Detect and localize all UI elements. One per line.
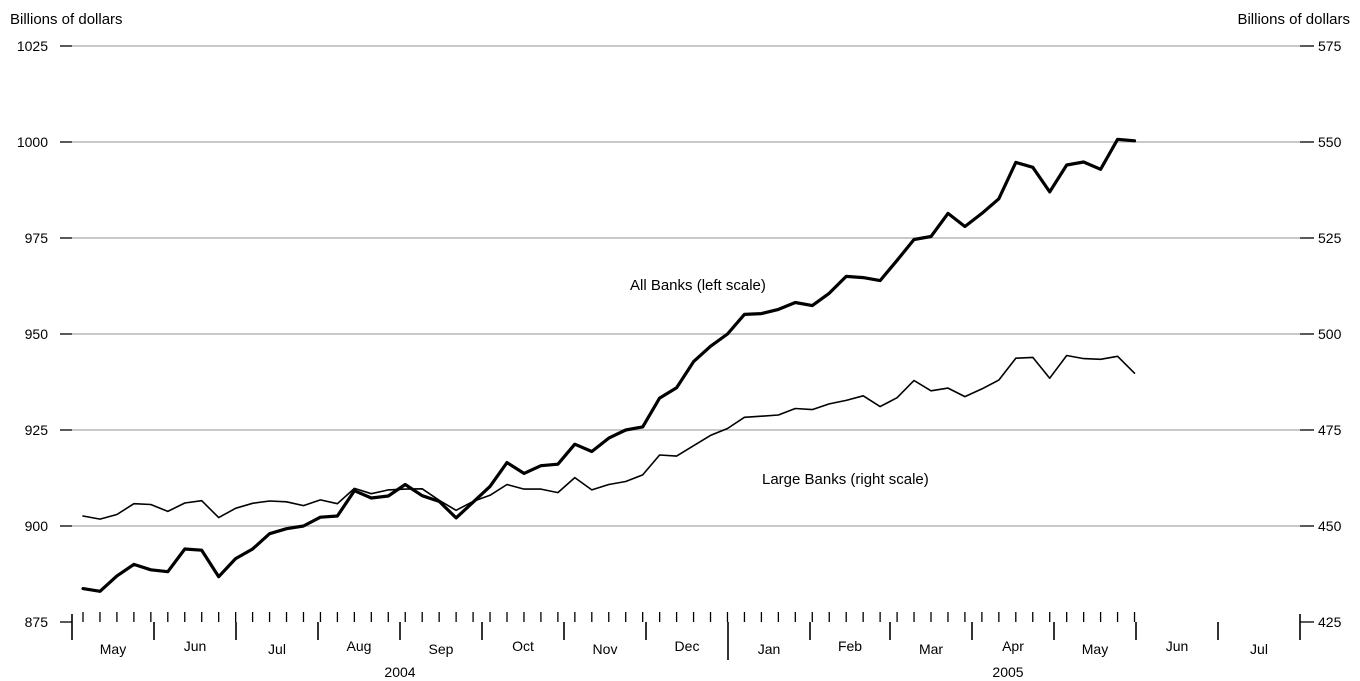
right-tick-label: 550 xyxy=(1318,134,1342,150)
right-tick-label: 525 xyxy=(1318,230,1342,246)
left-tick-label: 875 xyxy=(25,614,49,630)
series-group xyxy=(81,137,1137,593)
year-label: 2004 xyxy=(384,664,415,680)
month-label: Jun xyxy=(1166,638,1189,654)
right-tick-label: 450 xyxy=(1318,518,1342,534)
right-tick-label: 425 xyxy=(1318,614,1342,630)
gridlines xyxy=(72,45,1300,527)
series-label-all-banks: All Banks (left scale) xyxy=(630,277,766,294)
year-label: 2005 xyxy=(992,664,1023,680)
left-tick-label: 1025 xyxy=(17,38,48,54)
right-axis-label: Billions of dollars xyxy=(1237,11,1350,28)
left-axis-label: Billions of dollars xyxy=(10,11,123,28)
month-label: Sep xyxy=(429,641,454,657)
month-label: Jul xyxy=(1250,641,1268,657)
month-label: May xyxy=(100,641,126,657)
month-label: Dec xyxy=(675,638,700,654)
right-tick-label: 575 xyxy=(1318,38,1342,54)
month-label: Jun xyxy=(184,638,207,654)
month-label: Jul xyxy=(268,641,286,657)
month-label: Oct xyxy=(512,638,534,654)
series-line-large-banks xyxy=(82,354,1136,520)
month-label: May xyxy=(1082,641,1108,657)
series-label-large-banks: Large Banks (right scale) xyxy=(762,471,929,488)
left-tick-label: 900 xyxy=(25,518,49,534)
right-tick-label: 500 xyxy=(1318,326,1342,342)
left-tick-label: 975 xyxy=(25,230,49,246)
left-axis: 875 900 925 950 975 1000 1025 xyxy=(17,38,72,630)
x-axis: May Jun Jul Aug Sep Oct Nov Dec Jan Feb Mar Apr May J… xyxy=(71,612,1301,680)
month-label: Nov xyxy=(593,641,618,657)
month-label: Jan xyxy=(758,641,781,657)
left-tick-label: 925 xyxy=(25,422,49,438)
right-tick-label: 475 xyxy=(1318,422,1342,438)
month-label: Feb xyxy=(838,638,862,654)
month-label: Aug xyxy=(347,638,372,654)
series-line-all-banks xyxy=(81,137,1137,593)
right-axis: 425 450 475 500 525 550 575 xyxy=(1300,38,1342,630)
month-label: Apr xyxy=(1002,638,1024,654)
month-label: Mar xyxy=(919,641,943,657)
left-tick-label: 950 xyxy=(25,326,49,342)
left-tick-label: 1000 xyxy=(17,134,48,150)
